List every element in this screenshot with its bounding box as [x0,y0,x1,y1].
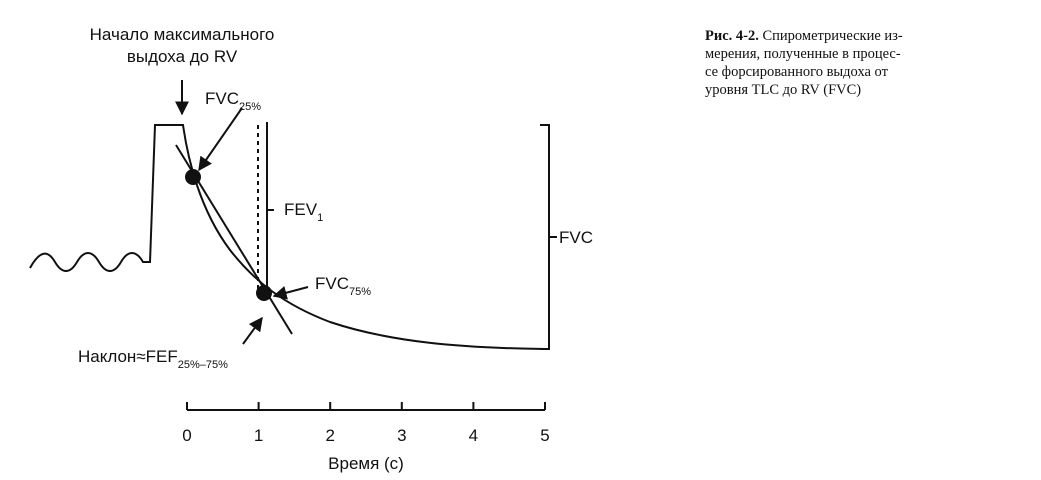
label-main: FVC [315,274,349,293]
label-main: FVC [205,89,239,108]
label-main: Наклон≈FEF [78,347,178,366]
arrow [198,107,243,172]
fvc-bracket [540,124,557,350]
axis-label: Время (с) [328,454,404,473]
label-sub: 1 [317,212,323,224]
caption-line: уровня TLC до RV (FVC) [705,82,861,98]
caption-text: Спирометрические из- [762,28,902,44]
label-sub: 25% [239,101,261,113]
caption-line: Рис. 4-2. Спирометрические из- [705,28,903,44]
figure-number: Рис. 4-2. [705,28,759,44]
fvc-label: FVC [559,228,593,247]
label-sub: 25%–75% [178,359,228,371]
arrow [242,316,263,345]
axis-tick-label: 2 [325,426,334,445]
fvc25-label: FVC25% [205,89,261,113]
axis-tick-label: 4 [469,426,478,445]
axis-tick-label: 5 [540,426,549,445]
label-main: FEV [284,200,318,219]
fvc25-point [185,169,201,185]
fev1-label: FEV1 [284,200,323,224]
start-label: Начало максимального [90,25,275,44]
arrow [272,286,309,300]
label-sub: 75% [349,286,371,298]
axis-tick-label: 0 [182,426,191,445]
spirogram-curve [29,124,546,350]
fvc75-point [256,285,272,301]
axis-tick-label: 3 [397,426,406,445]
axis-tick-label: 1 [254,426,263,445]
slope-label: Наклон≈FEF25%–75% [78,347,228,371]
start-label: выдоха до RV [127,47,238,66]
caption-line: се форсированного выдоха от [705,64,889,80]
fvc75-label: FVC75% [315,274,371,298]
caption-line: мерения, полученные в процес- [705,46,901,62]
